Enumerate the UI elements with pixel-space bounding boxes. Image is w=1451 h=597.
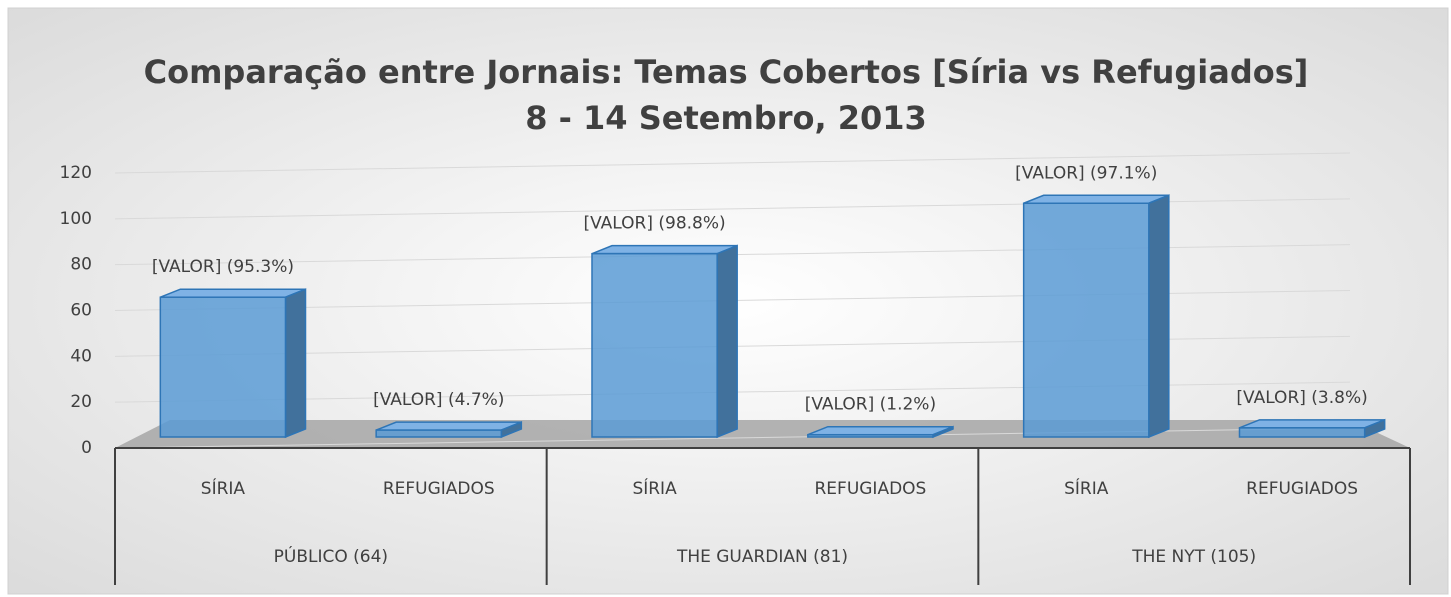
grid-line: [114, 152, 1351, 174]
bar-top: [591, 244, 738, 255]
x-tick-label: REFUGIADOS: [383, 479, 495, 499]
floor: [115, 420, 1410, 448]
bar: [1022, 202, 1150, 438]
data-label: [VALOR] (97.1%): [1015, 163, 1157, 183]
x-tick-label: SÍRIA: [1064, 477, 1109, 499]
data-label: [VALOR] (1.2%): [805, 395, 936, 415]
bar-top: [807, 425, 954, 436]
x-tick-label: REFUGIADOS: [814, 479, 926, 499]
bar-side: [284, 288, 307, 439]
bar: [591, 252, 718, 438]
bar-top: [1023, 194, 1170, 204]
y-tick-label: 0: [81, 438, 92, 458]
y-tick-label: 80: [70, 255, 92, 275]
bar-top: [1239, 419, 1385, 429]
bar: [375, 429, 503, 438]
bar-top: [160, 288, 306, 298]
y-tick-label: 120: [60, 163, 92, 183]
data-label: [VALOR] (3.8%): [1236, 388, 1367, 408]
bar: [807, 433, 934, 438]
group-label: THE GUARDIAN (81): [676, 547, 848, 567]
bar-side: [716, 244, 738, 439]
x-tick-label: REFUGIADOS: [1246, 479, 1358, 499]
bar: [1238, 427, 1366, 438]
data-label: [VALOR] (4.7%): [373, 390, 504, 410]
bar: [159, 296, 287, 438]
x-tick-label: SÍRIA: [201, 477, 246, 499]
y-tick-label: 100: [60, 209, 92, 229]
y-tick-label: 40: [70, 346, 92, 366]
chart-title: Comparação entre Jornais: Temas Cobertos…: [144, 53, 1309, 91]
y-tick-label: 60: [70, 301, 92, 321]
bar-side: [1148, 194, 1170, 439]
x-tick-label: SÍRIA: [632, 477, 677, 499]
group-label: PÚBLICO (64): [274, 545, 388, 567]
bar-top: [375, 421, 522, 431]
chart-subtitle: 8 - 14 Setembro, 2013: [525, 99, 927, 137]
data-label: [VALOR] (95.3%): [152, 257, 294, 277]
data-label: [VALOR] (98.8%): [583, 214, 725, 234]
y-tick-label: 20: [70, 392, 92, 412]
group-label: THE NYT (105): [1131, 547, 1256, 567]
